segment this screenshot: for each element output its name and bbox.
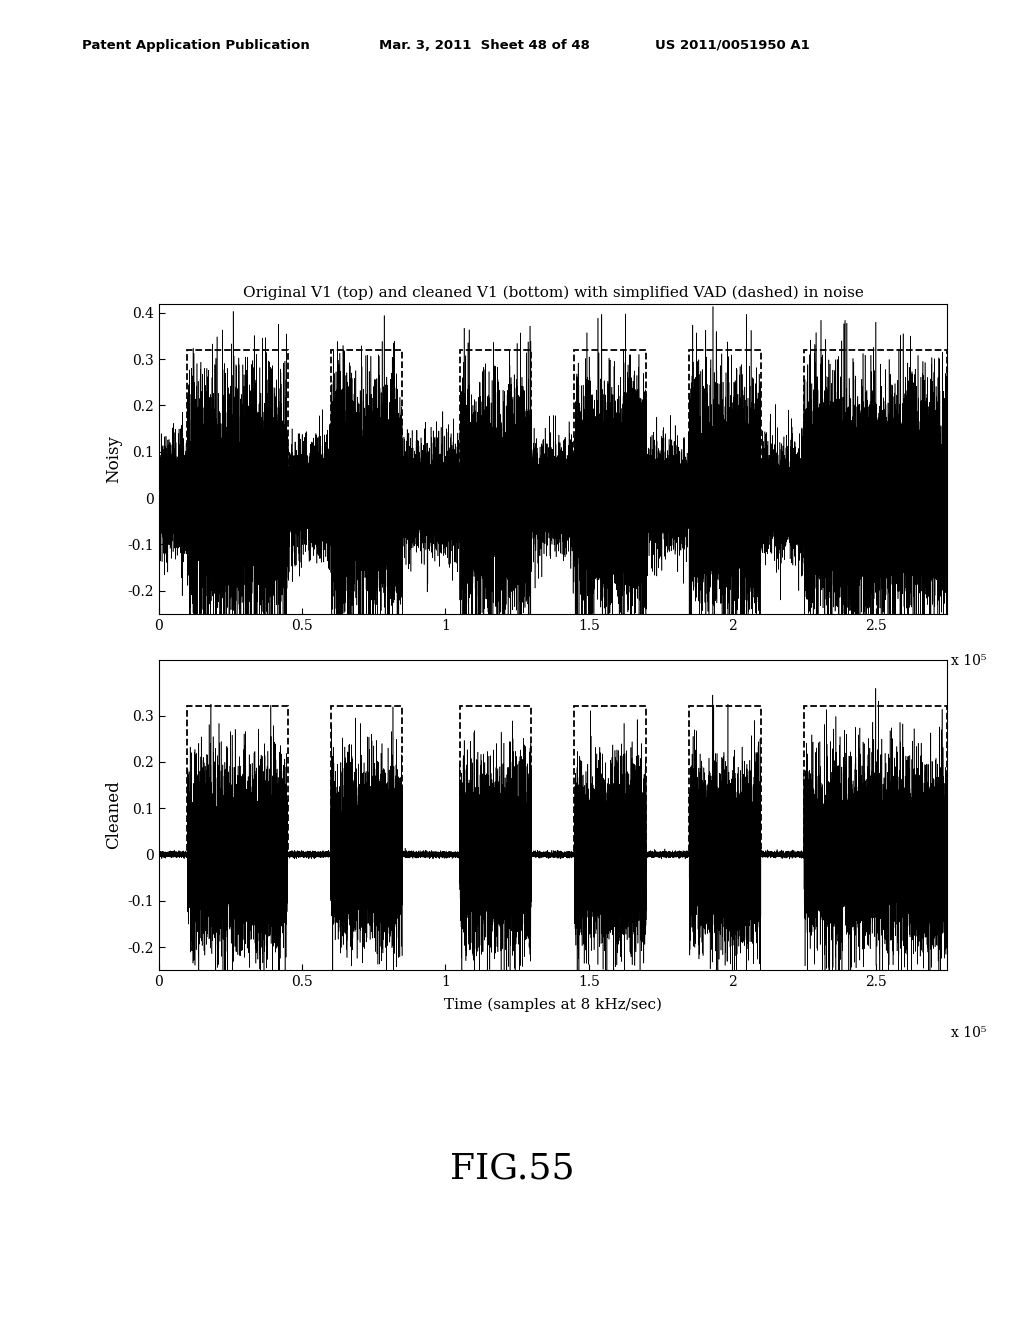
Text: x 10⁵: x 10⁵ [951, 655, 986, 668]
Bar [187, 706, 288, 854]
Bar [689, 706, 761, 854]
Title: Original V1 (top) and cleaned V1 (bottom) with simplified VAD (dashed) in noise: Original V1 (top) and cleaned V1 (bottom… [243, 285, 863, 300]
X-axis label: Time (samples at 8 kHz/sec): Time (samples at 8 kHz/sec) [444, 998, 662, 1012]
Y-axis label: Cleaned: Cleaned [104, 780, 122, 850]
Text: Patent Application Publication: Patent Application Publication [82, 38, 309, 51]
Bar [460, 350, 531, 498]
Text: US 2011/0051950 A1: US 2011/0051950 A1 [655, 38, 810, 51]
Bar [460, 706, 531, 854]
Bar [331, 350, 402, 498]
Bar [804, 350, 947, 498]
Text: FIG.55: FIG.55 [450, 1151, 574, 1185]
Bar [574, 706, 646, 854]
Bar [689, 350, 761, 498]
Bar [331, 706, 402, 854]
Text: x 10⁵: x 10⁵ [951, 1026, 986, 1040]
Y-axis label: Noisy: Noisy [104, 434, 122, 483]
Bar [804, 706, 947, 854]
Text: Mar. 3, 2011  Sheet 48 of 48: Mar. 3, 2011 Sheet 48 of 48 [379, 38, 590, 51]
Bar [187, 350, 288, 498]
Bar [574, 350, 646, 498]
